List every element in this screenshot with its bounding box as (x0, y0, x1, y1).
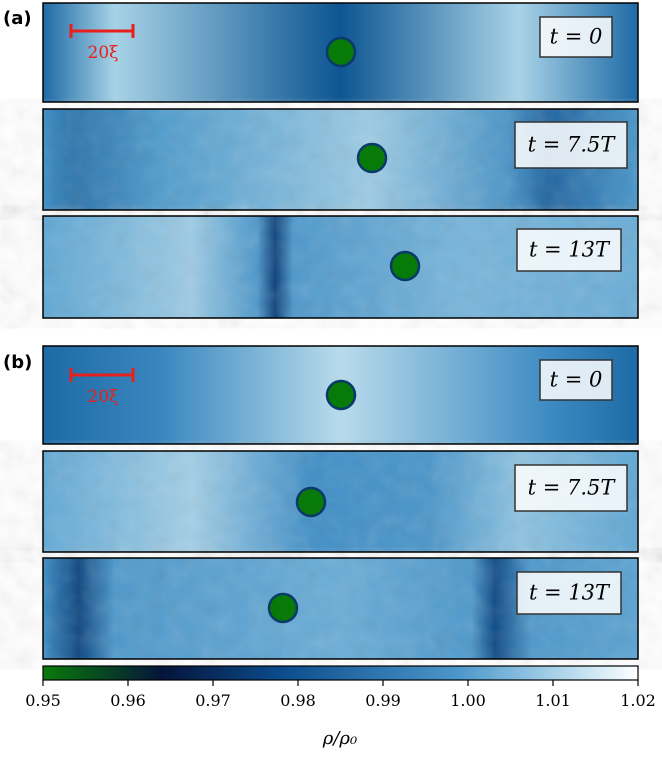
scale-label: 20ξ (88, 43, 119, 63)
particle (295, 486, 327, 518)
time-label: t = 13T (529, 581, 611, 605)
tick-label: 0.97 (195, 691, 231, 710)
tick-label: 0.98 (280, 691, 316, 710)
time-label: t = 7.5T (528, 133, 617, 157)
frame (42, 215, 639, 319)
colorbar-label: ρ/ρ₀ (322, 728, 357, 749)
time-label: t = 0 (550, 368, 603, 392)
colorbar (42, 665, 639, 681)
tick-label: 0.99 (365, 691, 401, 710)
tick-label: 1.02 (620, 691, 656, 710)
tick-label: 0.96 (110, 691, 146, 710)
label-box (514, 464, 628, 512)
tick-label: 0.95 (25, 691, 61, 710)
scale-label: 20ξ (88, 387, 119, 407)
colorbar-scale (42, 665, 639, 681)
tick-label: 1.01 (535, 691, 571, 710)
label-box (514, 121, 628, 169)
frame (42, 557, 639, 660)
label-box (539, 16, 613, 58)
label-box (516, 571, 622, 615)
particle (325, 379, 357, 411)
frame (42, 450, 639, 553)
frame (42, 2, 639, 103)
time-label: t = 7.5T (528, 476, 617, 500)
particle (389, 250, 421, 282)
particle (325, 36, 357, 68)
time-label: t = 0 (550, 25, 603, 49)
label-box (516, 228, 622, 272)
label-box (539, 359, 613, 401)
tick-label: 1.00 (450, 691, 486, 710)
scale-bar (69, 24, 135, 38)
frame (42, 108, 639, 211)
particle (356, 142, 388, 174)
frame (42, 345, 639, 445)
scale-bar (69, 368, 135, 382)
group-label: (a) (3, 8, 32, 29)
particle (267, 592, 299, 624)
group-label: (b) (3, 352, 32, 373)
time-label: t = 13T (529, 238, 611, 262)
